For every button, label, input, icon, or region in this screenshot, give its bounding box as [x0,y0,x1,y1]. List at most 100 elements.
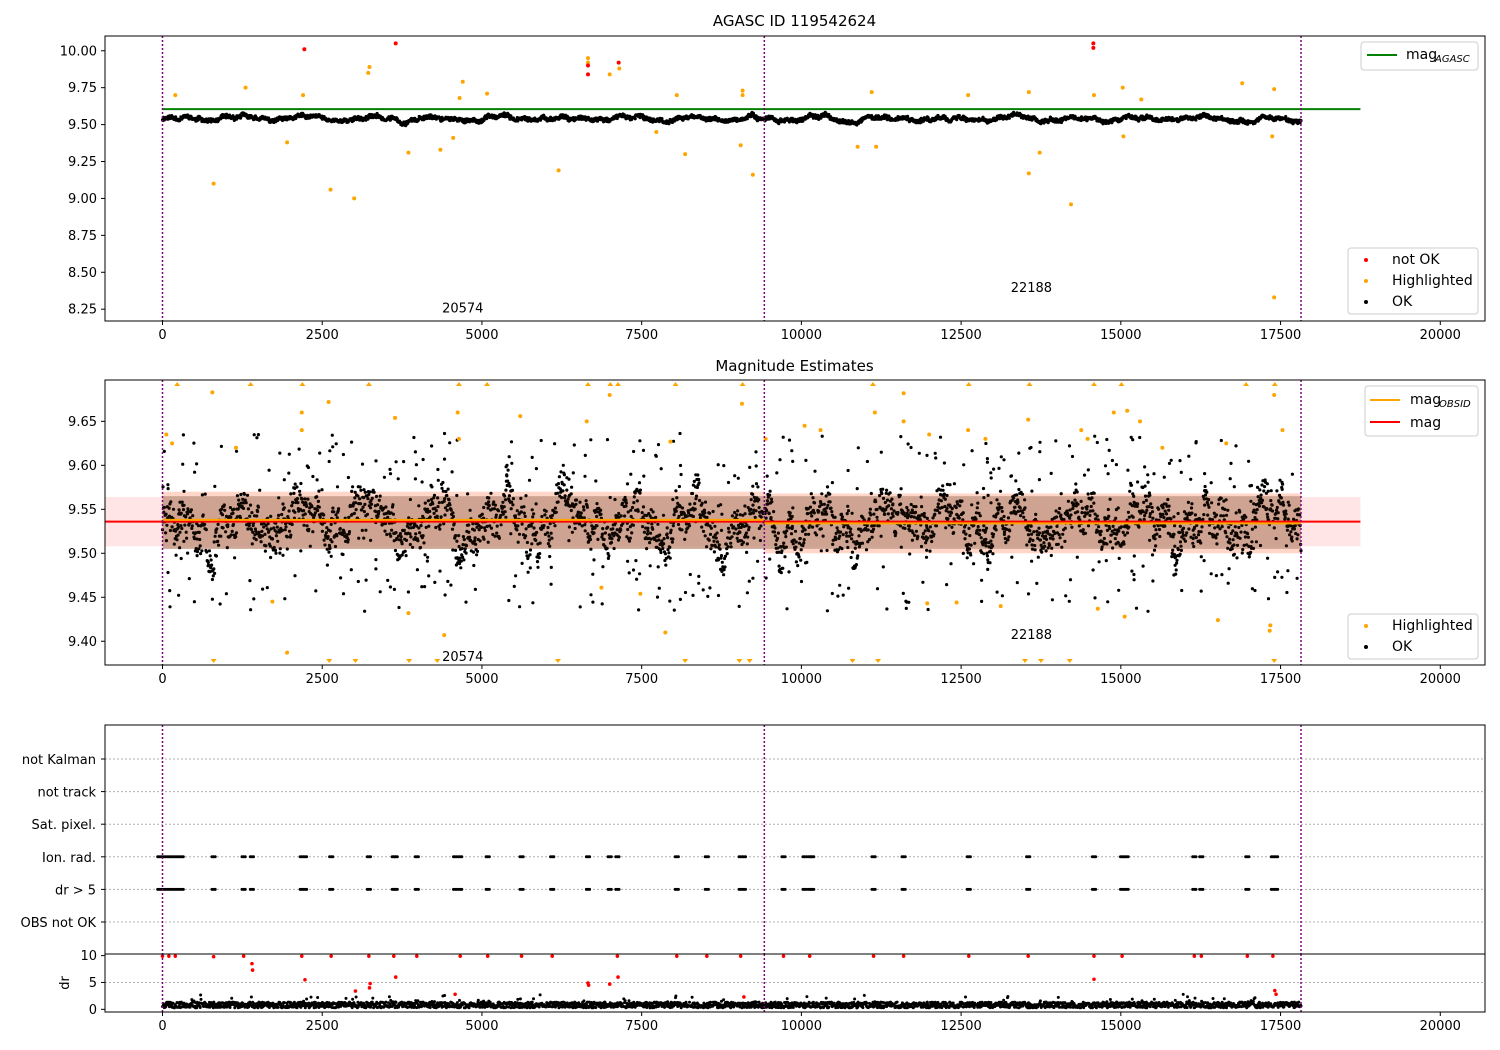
dr-high-point [250,961,254,966]
highlighted-point [1280,428,1285,433]
not-ok-point [302,47,307,52]
panel1-y-ticks: 8.25 8.50 8.75 9.00 9.25 9.50 9.75 10.00 [60,44,105,318]
highlighted-point [210,390,215,395]
legend-label-sub: OBSID [1439,399,1471,410]
highlighted-point [352,196,357,201]
highlighted-point [1120,85,1125,90]
highlighted-point [1125,408,1130,413]
highlighted-point [1121,134,1126,139]
highlighted-point [584,419,589,424]
highlighted-point [1138,419,1142,424]
highlighted-clipped-high [607,382,614,386]
highlighted-point [1026,90,1031,95]
highlighted-point [455,410,460,415]
highlighted-clipped-high [585,382,591,386]
highlighted-clipped-low [434,659,441,663]
dr-high-point [738,954,743,958]
highlighted-point [855,144,860,149]
x-tick-label: 20000 [1420,328,1461,343]
highlighted-clipped-high [1118,382,1125,386]
dr-axis-label: dr [58,976,73,990]
dr-high-point [1092,954,1096,958]
highlighted-point [1160,445,1165,450]
legend-box [1364,385,1479,437]
highlighted-point [802,423,807,428]
x-tick-label: 17500 [1260,672,1301,687]
highlighted-clipped-low [1271,659,1278,663]
panel2-plot-area [105,380,1361,665]
highlighted-point [901,419,906,424]
dr-high-point [391,954,396,958]
highlighted-point [1224,441,1229,446]
highlighted-clipped-high [672,382,679,386]
y-tick-label: 5 [89,976,97,991]
y-tick-label: 9.45 [68,591,97,606]
highlighted-clipped-low [1066,659,1073,663]
highlighted-point [1272,392,1277,397]
dr-high-point [781,954,786,958]
highlighted-point [285,140,290,145]
legend-marker-highlighted [1364,624,1368,628]
dr-high-point [299,954,304,958]
highlighted-point [668,439,673,444]
y-tick-label: 10.00 [60,44,97,59]
dr-high-point [353,989,358,993]
highlighted-point [927,432,932,437]
dr-high-point [211,954,216,959]
dr-high-point [303,977,307,982]
x-tick-label: 10000 [781,328,822,343]
highlighted-point [1268,623,1273,628]
dr-high-point [871,954,876,958]
dr-frame [104,953,1486,1013]
legend-label-not-ok: not OK [1392,252,1440,268]
highlighted-clipped-low [1037,659,1044,663]
y-tick-label: 9.50 [68,547,97,562]
x-tick-label: 2500 [306,1019,339,1034]
highlighted-clipped-low [554,659,561,663]
highlighted-point [406,611,411,616]
highlighted-clipped-high [174,382,181,386]
dr-high-point [807,954,812,958]
flag-categories: not Kalman not track Sat. pixel. Ion. rad. d… [21,753,105,931]
flag-category-label: not track [37,786,96,801]
x-tick-label: 10000 [781,1019,822,1034]
legend-label-highlighted: Highlighted [1392,618,1473,634]
highlighted-clipped-low [682,659,689,663]
ok-points-spikes [161,431,1300,613]
legend-label-ok: OK [1392,294,1413,310]
dr-high-point [1120,954,1124,958]
highlighted-point [366,70,371,75]
not-ok-point [586,63,590,68]
flag-category-label: OBS not OK [21,916,97,931]
highlighted-point [485,91,490,96]
x-tick-label: 15000 [1100,672,1141,687]
highlighted-point [1272,87,1277,92]
legend-box [1347,613,1479,660]
highlighted-clipped-low [736,659,743,663]
highlighted-point [869,90,874,95]
y-tick-label: 8.50 [68,266,97,281]
dr-high-point [368,981,372,986]
panel2-obsid-label: 20574 [442,650,483,665]
dr-high-point [414,954,419,958]
y-tick-label: 10 [80,949,97,964]
dr-high-point [241,954,246,958]
legend-label-mag: mag [1410,415,1441,431]
highlighted-clipped-high [299,382,306,386]
highlighted-point [683,152,688,157]
highlighted-point [586,56,590,61]
dr-high-point [1273,988,1277,993]
highlighted-clipped-high [365,382,372,386]
highlighted-point [740,93,745,98]
dr-high-point [1199,954,1204,958]
dr-panel: 0 5 10 0 2500 5000 7500 10000 12500 15000 17500 20… [58,949,1486,1034]
dr-high-point [1092,977,1096,982]
dr-high-point [485,954,490,958]
highlighted-point [1085,436,1090,441]
highlighted-point [442,633,447,638]
flag-category-label: Ion. rad. [42,851,96,866]
y-tick-label: 8.25 [68,303,97,318]
x-tick-label: 10000 [781,672,822,687]
highlighted-clipped-high [1243,382,1250,386]
